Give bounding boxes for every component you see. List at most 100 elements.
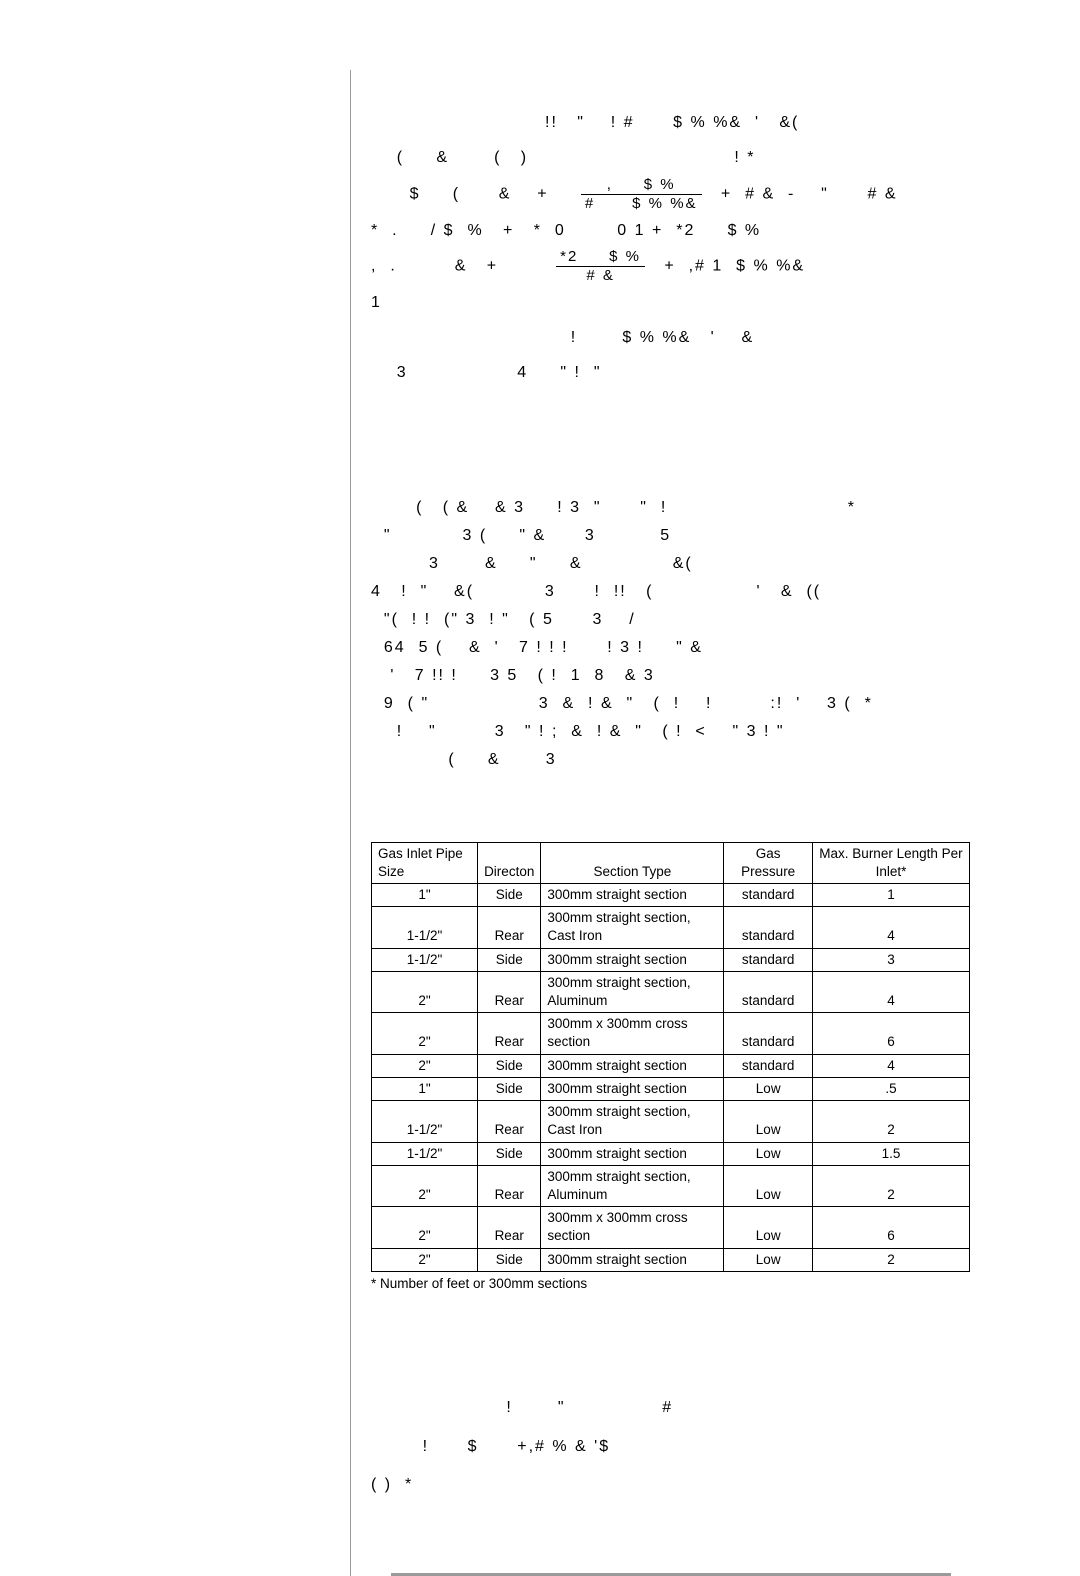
table-cell: 2" (372, 1207, 478, 1248)
table-row: 2"Rear300mm x 300mm cross sectionLow6 (372, 1207, 970, 1248)
table-cell: 2" (372, 1054, 478, 1077)
table-cell: 2" (372, 1013, 478, 1054)
table-cell: 1" (372, 883, 478, 906)
page: !! " ! # $ % %& ' &( ( & ( ) ! * $ ( & +… (0, 0, 1080, 1397)
body-line-7: ' 7 !! ! 3 5 ( ! 1 8 & 3 (371, 667, 655, 684)
content-pane: !! " ! # $ % %& ' &( ( & ( ) ! * $ ( & +… (350, 70, 970, 1576)
bottom-line-3: ( ) * (371, 1476, 413, 1493)
col-gas-pressure: Gas Pressure (724, 842, 812, 883)
formula-fraction-1: , $ %# $ % %& (581, 176, 702, 213)
table-cell: 1.5 (812, 1142, 969, 1165)
table-cell: 300mm straight section (541, 1142, 724, 1165)
table-cell: 1-1/2" (372, 907, 478, 948)
table-cell: standard (724, 971, 812, 1012)
table-cell: 300mm straight section, Cast Iron (541, 1101, 724, 1142)
table-cell: 2 (812, 1101, 969, 1142)
table-row: 2"Rear300mm straight section, AluminumLo… (372, 1165, 970, 1206)
table-cell: Side (478, 883, 541, 906)
body-line-2: " 3 ( " & 3 5 (371, 527, 671, 544)
table-cell: Side (478, 1142, 541, 1165)
col-max-burner: Max. Burner Length Per Inlet* (812, 842, 969, 883)
table-cell: standard (724, 1054, 812, 1077)
table-cell: Side (478, 1054, 541, 1077)
fraction-1-denominator: # $ % %& (581, 195, 702, 213)
table-cell: 2 (812, 1248, 969, 1271)
table-cell: Low (724, 1207, 812, 1248)
table-row: 1-1/2"Side300mm straight sectionLow1.5 (372, 1142, 970, 1165)
table-cell: Side (478, 948, 541, 971)
fraction-1-numerator: , $ % (581, 176, 702, 195)
table-cell: 300mm straight section (541, 948, 724, 971)
formula-line-3-right: + # & - " # & (702, 185, 898, 202)
body-line-5: "( ! ! (" 3 ! " ( 5 3 / (371, 611, 636, 628)
table-cell: Low (724, 1248, 812, 1271)
table-cell: 1" (372, 1077, 478, 1100)
table-row: 1-1/2"Rear300mm straight section, Cast I… (372, 907, 970, 948)
table-row: 1"Side300mm straight sectionLow.5 (372, 1077, 970, 1100)
body-line-1: ( ( & & 3 ! 3 " " ! * (371, 499, 856, 516)
body-line-9: ! " 3 " ! ; & ! & " ( ! < " 3 ! " (371, 723, 785, 740)
formula-line-6: 1 (371, 294, 382, 311)
formula-line-8: 3 4 " ! " (371, 364, 602, 381)
table-cell: 300mm straight section, Aluminum (541, 1165, 724, 1206)
table-cell: 1-1/2" (372, 1142, 478, 1165)
body-line-6: 64 5 ( & ' 7 ! ! ! ! 3 ! " & (371, 639, 703, 656)
table-cell: .5 (812, 1077, 969, 1100)
table-cell: Low (724, 1101, 812, 1142)
table-cell: 300mm straight section, Cast Iron (541, 907, 724, 948)
table-cell: 2" (372, 971, 478, 1012)
table-cell: Low (724, 1077, 812, 1100)
table-cell: 4 (812, 1054, 969, 1077)
formula-line-7: ! $ % %& ' & (371, 329, 754, 346)
table-cell: Rear (478, 971, 541, 1012)
table-cell: 300mm x 300mm cross section (541, 1207, 724, 1248)
table-cell: Rear (478, 1101, 541, 1142)
bottom-line-2: ! $ +,# % & '$ (371, 1438, 610, 1455)
formula-line-5-left: , . & + (371, 257, 556, 274)
table-row: 2"Rear300mm straight section, Aluminumst… (372, 971, 970, 1012)
table-cell: Side (478, 1248, 541, 1271)
table-cell: Low (724, 1142, 812, 1165)
table-cell: 4 (812, 971, 969, 1012)
table-cell: standard (724, 1013, 812, 1054)
table-cell: 1 (812, 883, 969, 906)
table-cell: 4 (812, 907, 969, 948)
table-cell: 6 (812, 1013, 969, 1054)
table-row: 2"Rear300mm x 300mm cross sectionstandar… (372, 1013, 970, 1054)
table-cell: 300mm straight section, Aluminum (541, 971, 724, 1012)
body-line-8: 9 ( " 3 & ! & " ( ! ! :! ' 3 ( * (371, 695, 873, 712)
table-cell: 300mm straight section (541, 1054, 724, 1077)
table-row: 2"Side300mm straight sectionLow2 (372, 1248, 970, 1271)
spec-table-body: 1"Side300mm straight sectionstandard11-1… (372, 883, 970, 1271)
table-cell: Rear (478, 907, 541, 948)
table-cell: 2" (372, 1165, 478, 1206)
table-cell: 6 (812, 1207, 969, 1248)
bottom-line-1: ! " # (371, 1399, 673, 1416)
table-row: 2"Side300mm straight sectionstandard4 (372, 1054, 970, 1077)
bottom-text-block: ! " # ! $ +,# % & '$ ( ) * (371, 1351, 970, 1543)
table-header-row: Gas Inlet Pipe Size Directon Section Typ… (372, 842, 970, 883)
table-cell: Side (478, 1077, 541, 1100)
table-cell: 300mm straight section (541, 883, 724, 906)
body-line-10: ( & 3 (371, 751, 557, 768)
table-row: 1-1/2"Rear300mm straight section, Cast I… (372, 1101, 970, 1142)
col-direction: Directon (478, 842, 541, 883)
table-row: 1-1/2"Side300mm straight sectionstandard… (372, 948, 970, 971)
table-cell: standard (724, 907, 812, 948)
footer-rule (391, 1573, 951, 1576)
fraction-2-denominator: # & (556, 267, 645, 285)
table-cell: standard (724, 948, 812, 971)
table-footnote: * Number of feet or 300mm sections (371, 1276, 970, 1291)
col-pipe-size: Gas Inlet Pipe Size (372, 842, 478, 883)
table-cell: 300mm straight section (541, 1248, 724, 1271)
body-text-block: ( ( & & 3 ! 3 " " ! * " 3 ( " & 3 5 3 & … (371, 466, 970, 802)
table-cell: 1-1/2" (372, 948, 478, 971)
table-cell: 2 (812, 1165, 969, 1206)
formula-line-3-left: $ ( & + (371, 185, 581, 202)
body-line-4: 4 ! " &( 3 ! !! ( ' & (( (371, 583, 821, 600)
body-line-3: 3 & " & &( (371, 555, 693, 572)
formula-block: !! " ! # $ % %& ' &( ( & ( ) ! * $ ( & +… (371, 70, 970, 426)
table-cell: Rear (478, 1013, 541, 1054)
table-cell: 3 (812, 948, 969, 971)
formula-fraction-2: *2 $ %# & (556, 248, 645, 285)
